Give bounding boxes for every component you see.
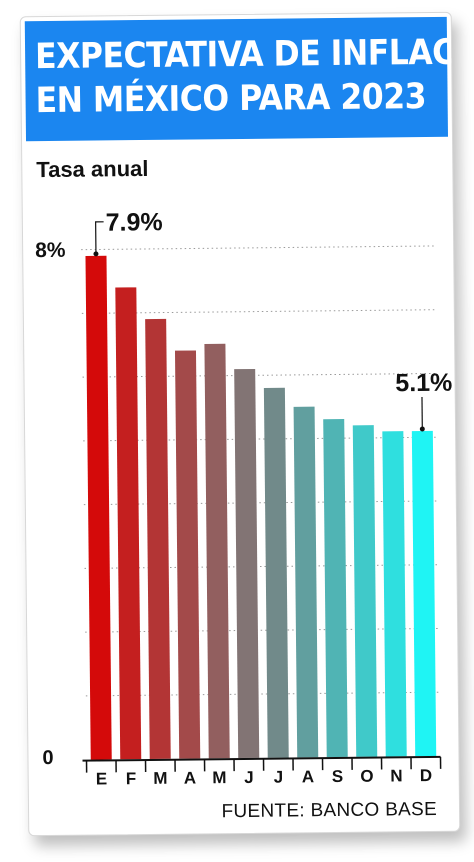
y-tick-label: 8% [35,239,66,262]
bar [204,343,230,759]
y-tick-label: 0 [42,747,53,769]
gridline [81,245,436,251]
bar-chart: 08%E F M A M J J A S O N D7.9%5.1% [35,208,452,788]
gridline [82,372,437,378]
x-tick-label: O [360,767,373,786]
bar [85,255,112,760]
x-tick-label: D [420,766,432,785]
x-tick-label: J [244,768,254,787]
x-tick-label: A [302,767,314,786]
gridline [83,436,438,442]
bar [174,350,201,759]
source-note: FUENTE: BANCO BASE [221,798,438,823]
annotation-leader [95,221,104,254]
x-tick-label: S [332,767,344,786]
bar [145,318,171,759]
annotation-label: 7.9% [105,208,162,237]
x-tick-label: E [96,769,108,788]
bar [115,287,142,760]
bar [411,430,437,757]
bar [234,368,260,759]
x-tick-label: N [390,766,402,785]
x-tick-label: A [184,768,196,787]
gridline [85,627,440,633]
infographic-card: EXPECTATIVA DE INFLACIÓN EN MÉXICO PARA … [19,11,461,837]
x-tick-label: M [212,768,226,787]
bar [382,431,407,757]
gridline [84,564,439,569]
annotation-label: 5.1% [395,369,452,398]
bar [352,425,378,757]
x-tick-label: M [153,769,167,788]
bar [323,419,348,758]
annotation-dot [419,426,425,432]
annotation-dot [93,251,99,257]
gridline [85,691,440,697]
gridline [83,500,438,506]
bar [263,387,289,758]
x-tick-label: F [126,769,137,788]
bar [293,406,319,758]
x-tick-label: J [274,768,284,787]
